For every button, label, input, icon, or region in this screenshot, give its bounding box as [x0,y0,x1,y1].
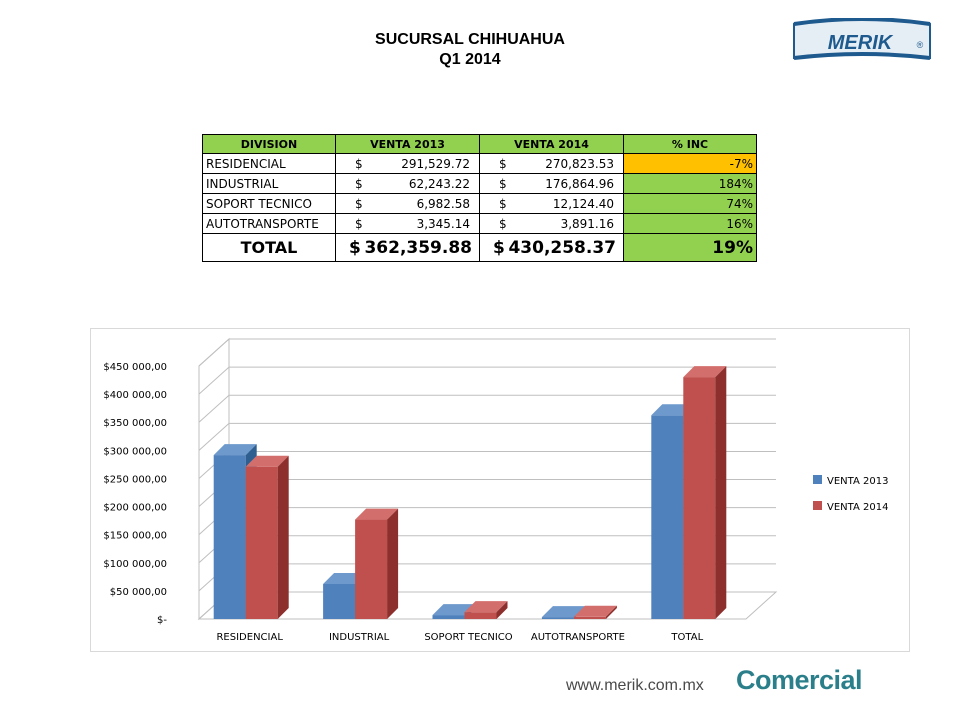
bar-side [277,455,289,619]
bar-2014 [683,366,727,619]
bar-front [323,584,356,619]
cell-venta-2013: $6,982.58 [335,193,480,214]
y-tick-label: $- [157,615,167,626]
svg-text:®: ® [917,40,924,50]
legend-swatch [813,501,822,510]
cell-inc: -7% [623,153,757,174]
y-tick-label: $350 000,00 [103,418,167,429]
x-tick-label: RESIDENCIAL [216,632,283,643]
x-tick-label: SOPORT TECNICO [424,632,512,643]
legend-label: VENTA 2013 [827,476,888,487]
cell-inc: 16% [623,213,757,234]
table-row: RESIDENCIAL $291,529.72 $270,823.53 -7% [202,153,757,174]
bar-top [573,605,617,617]
table-row: AUTOTRANSPORTE $3,345.14 $3,891.16 16% [202,213,757,234]
cell-inc: 74% [623,193,757,214]
cell-venta-2014: $176,864.96 [479,173,624,194]
bar-front [683,377,716,619]
y-tick-label: $450 000,00 [103,362,167,373]
bar-2014 [245,455,289,619]
bar-side [715,366,727,619]
cell-division: RESIDENCIAL [202,153,336,174]
bar-front [541,617,574,619]
x-tick-label: INDUSTRIAL [329,632,390,643]
bar-front [464,612,497,619]
gridline [198,366,776,395]
cell-venta-2013: $3,345.14 [335,213,480,234]
cell-venta-2013: $291,529.72 [335,153,480,174]
bar-chart: $- $50 000,00 $100 000,00 $150 000,00 $200 0… [103,337,888,643]
x-tick-label: AUTOTRANSPORTE [531,632,625,643]
page-title: SUCURSAL CHIHUAHUA Q1 2014 [330,30,610,70]
y-tick-label: $200 000,00 [103,503,167,514]
bar-top [245,455,289,467]
y-tick-label: $150 000,00 [103,531,167,542]
cell-division: SOPORT TECNICO [202,193,336,214]
cell-venta-2014: $270,823.53 [479,153,624,174]
header-division: DIVISION [202,134,336,154]
y-tick-label: $50 000,00 [110,587,167,598]
footer-url: www.merik.com.mx [566,677,704,694]
y-tick-label: $250 000,00 [103,474,167,485]
y-tick-label: $300 000,00 [103,446,167,457]
bar-front [432,615,465,619]
y-tick-label: $100 000,00 [103,559,167,570]
bar-top [464,601,508,613]
bar-side [387,508,399,619]
header-venta-2014: VENTA 2014 [479,134,624,154]
cell-total-2014: $430,258.37 [479,233,624,262]
bar-top [541,606,585,618]
bar-side [496,601,508,619]
bar-2014 [464,601,508,619]
cell-total-inc: 19% [623,233,757,262]
sales-table: DIVISION VENTA 2013 VENTA 2014 % INC RES… [202,134,757,262]
cell-total-label: TOTAL [202,233,336,262]
bar-2014 [573,605,617,619]
legend-swatch [813,475,822,484]
bar-side [605,605,617,619]
footer-brand: Comercial [736,665,863,695]
bar-top [355,508,399,520]
gridline [198,338,776,367]
cell-division: INDUSTRIAL [202,173,336,194]
bar-front [245,466,278,619]
gridline [198,394,776,423]
chart-container: $- $50 000,00 $100 000,00 $150 000,00 $200 0… [90,328,910,652]
bar-front [213,455,246,619]
y-tick-label: $400 000,00 [103,390,167,401]
bar-front [355,519,388,619]
cell-venta-2014: $12,124.40 [479,193,624,214]
logo-text: MERIK [828,32,894,54]
bar-front [651,415,684,619]
bar-front [573,616,606,619]
title-line2: Q1 2014 [439,51,501,68]
bar-2014 [355,508,399,619]
cell-inc: 184% [623,173,757,194]
table-total-row: TOTAL $362,359.88 $430,258.37 19% [202,233,757,262]
cell-division: AUTOTRANSPORTE [202,213,336,234]
merik-logo: MERIK ® [793,18,931,60]
gridline [198,422,776,451]
title-line1: SUCURSAL CHIHUAHUA [375,31,565,48]
header-inc: % INC [623,134,757,154]
cell-venta-2013: $62,243.22 [335,173,480,194]
cell-venta-2014: $3,891.16 [479,213,624,234]
table-row: SOPORT TECNICO $6,982.58 $12,124.40 74% [202,193,757,214]
header-venta-2013: VENTA 2013 [335,134,480,154]
table-row: INDUSTRIAL $62,243.22 $176,864.96 184% [202,173,757,194]
cell-total-2013: $362,359.88 [335,233,480,262]
x-tick-label: TOTAL [670,632,703,643]
bar-top [213,444,257,456]
bar-top [683,366,727,378]
table-header-row: DIVISION VENTA 2013 VENTA 2014 % INC [202,134,757,154]
legend-label: VENTA 2014 [827,502,888,513]
